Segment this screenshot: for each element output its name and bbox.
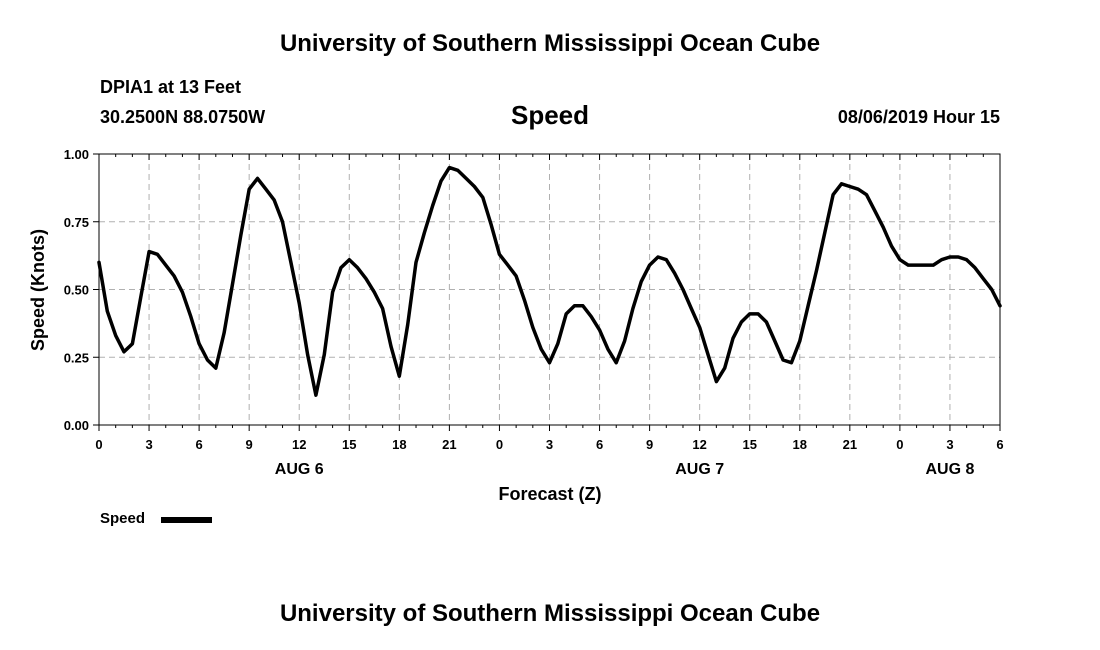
x-tick-label: 0 (896, 437, 903, 452)
x-tick-label: 15 (742, 437, 756, 452)
date-labels: AUG 6 AUG 7 AUG 8 (275, 461, 975, 478)
x-tick-label: 6 (596, 437, 603, 452)
date-label: AUG 6 (275, 461, 324, 478)
ticks (93, 153, 1001, 431)
speed-series-line (97, 165, 1002, 397)
legend-label: Speed (100, 510, 146, 527)
x-tick-label: 21 (442, 437, 456, 452)
x-tick-label: 3 (145, 437, 152, 452)
x-tick-label: 3 (546, 437, 553, 452)
y-tick-label: 0.50 (64, 283, 89, 298)
y-tick-label: 0.75 (64, 215, 89, 230)
x-tick-label: 6 (195, 437, 202, 452)
x-tick-label: 9 (246, 437, 253, 452)
x-tick-label: 21 (843, 437, 857, 452)
location-label: 30.2500N 88.0750W (100, 107, 266, 127)
y-tick-label: 0.00 (64, 418, 89, 433)
x-axis-label: Forecast (Z) (498, 484, 601, 504)
legend-swatch (161, 517, 212, 523)
x-tick-label: 9 (646, 437, 653, 452)
bottom-title: University of Southern Mississippi Ocean… (279, 600, 821, 627)
y-axis-label: Speed (Knots) (28, 229, 48, 351)
x-tick-label: 18 (392, 437, 406, 452)
x-tick-label: 6 (996, 437, 1003, 452)
x-tick-label: 12 (692, 437, 706, 452)
chart-title: Speed (510, 100, 590, 130)
date-label: AUG 7 (675, 461, 724, 478)
x-tick-labels: 0 3 6 9 12 15 18 21 0 3 6 9 12 15 18 21 0 3 6 (95, 437, 1003, 452)
y-tick-label: 1.00 (64, 147, 89, 162)
y-tick-label: 0.25 (64, 350, 89, 365)
x-tick-label: 12 (292, 437, 306, 452)
x-tick-label: 3 (946, 437, 953, 452)
top-title: University of Southern Mississippi Ocean… (279, 30, 821, 57)
x-tick-label: 0 (496, 437, 503, 452)
x-tick-label: 0 (95, 437, 102, 452)
timestamp-label: 08/06/2019 Hour 15 (837, 107, 1000, 127)
grid (99, 154, 1000, 425)
date-label: AUG 8 (925, 461, 974, 478)
x-tick-label: 15 (342, 437, 356, 452)
station-label: DPIA1 at 13 Feet (100, 77, 242, 97)
x-tick-label: 18 (793, 437, 807, 452)
y-tick-labels: 0.00 0.25 0.50 0.75 1.00 (64, 147, 89, 433)
